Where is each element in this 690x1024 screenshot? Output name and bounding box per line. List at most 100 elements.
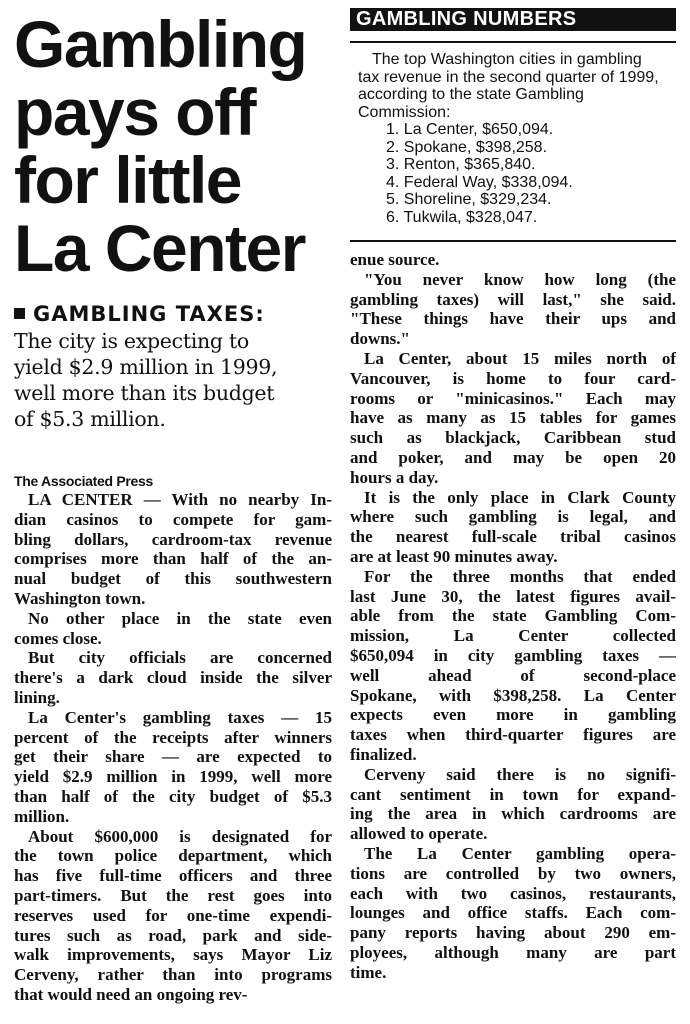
ranking-item: 5. Shoreline, $329,234. [386,191,552,208]
text-line: each with two casinos, restaurants, [350,883,676,903]
text-line: last June 30, the latest figures avail- [350,586,676,606]
paragraph: No other place in the state even comes cl… [14,609,332,649]
sidebar-title: GAMBLING NUMBERS [350,8,676,31]
text-line: bling dollars, cardroom-tax revenue [14,529,332,549]
deck-line: of $5.3 million. [14,407,166,431]
text-line: have as many as 15 tables for games [350,408,676,428]
text-line: that would need an ongoing rev- [14,984,248,1004]
paragraph: Cerveny said there is no signifi-cant se… [350,765,676,844]
kicker: GAMBLING TAXES: [14,302,332,326]
headline: Gambling pays off for little La Center [14,10,332,282]
deck: The city is expecting to yield $2.9 mill… [14,328,332,432]
text-line: dian casinos to compete for gam- [14,509,332,529]
paragraph: La Center's gambling taxes — 15 percent o… [14,708,332,827]
paragraph: LA CENTER — With no nearby In-dian casin… [14,490,332,609]
text-line: downs." [350,329,410,349]
paragraph: "You never know how long (the gambling ta… [350,270,676,349]
text-line: cant sentiment in town for expand- [350,784,676,804]
ranking-item: 4. Federal Way, $338,094. [386,173,573,191]
text-line: there's a dark cloud inside the silver [14,668,332,688]
paragraph: enue source. [350,250,676,270]
headline-line: pays off [14,75,257,149]
text-line: the town police department, which [14,846,332,866]
text-line: where such gambling is legal, and [350,507,676,527]
text-line: tures such as road, park and side- [14,925,332,945]
text-line: gambling taxes) will last," she said. [350,289,676,309]
text-line: nual budget of this southwestern [14,569,332,589]
text-line: "These things have their ups and [350,309,676,329]
text-line: The La Center gambling opera- [364,843,676,863]
ranking-list: 1. La Center, $650,094. 2. Spokane, $398… [358,121,676,226]
text-line: comes close. [14,628,102,648]
text-line: lining. [14,687,60,707]
text-line: time. [350,962,387,982]
text-line: well ahead of second-place [350,665,676,685]
right-column: GAMBLING NUMBERS The top Washington citi… [350,0,676,982]
byline: The Associated Press [14,473,153,489]
text-line: hours a day. [350,467,439,487]
sidebar-box: The top Washington cities in gambling ta… [350,51,676,226]
ranking-item: 3. Renton, $365,840. [386,156,536,173]
text-line: expects even more in gambling [350,705,676,725]
deck-line: yield $2.9 million in 1999, [14,355,278,379]
paragraph: The La Center gambling opera-tions are c… [350,844,676,983]
text-line: yield $2.9 million in 1999, well more [14,767,332,787]
text-line: ployees, although many are part [350,942,676,962]
kicker-text: GAMBLING TAXES: [33,302,265,326]
text-line: has five full-time officers and three [14,866,332,886]
text-line: La Center, about 15 miles north of [364,348,676,368]
text-line: mission, La Center collected [350,626,676,646]
text-line: reserves used for one-time expendi- [14,905,332,925]
deck-line: well more than its budget [14,381,275,405]
ranking-item: 1. La Center, $650,094. [386,121,554,138]
text-line: lounges and office staffs. Each com- [350,903,676,923]
text-line: $650,094 in city gambling taxes — [350,645,676,665]
headline-line: La Center [14,211,306,285]
paragraph: It is the only place in Clark County wher… [350,488,676,567]
text-line: La Center's gambling taxes — 15 [28,707,332,727]
text-line: percent of the receipts after winners [14,727,332,747]
headline-line: for little [14,143,243,217]
ranking-item: 6. Tukwila, $328,047. [386,208,538,226]
text-line: pany reports having about 290 em- [350,923,676,943]
text-line: than half of the city budget of $5.3 [14,786,332,806]
text-line: It is the only place in Clark County [364,487,676,507]
paragraph: But city officials are concerned there's … [14,648,332,707]
text-line: part-timers. But the rest goes into [14,885,332,905]
paragraph: About $600,000 is designated for the town… [14,827,332,1005]
text-line: are at least 90 minutes away. [350,546,558,566]
paragraph: La Center, about 15 miles north of Vancou… [350,349,676,488]
text-line: LA CENTER — With no nearby In- [28,490,332,509]
divider [350,240,676,242]
text-line: the nearest full-scale tribal casinos [350,527,676,547]
text-line: million. [14,806,70,826]
text-line: comprises more than half of the an- [14,549,332,569]
text-line: Spokane, with $398,258. La Center [350,685,676,705]
text-line: For the three months that ended [364,566,676,586]
text-line: No other place in the state even [28,608,332,628]
text-line: ing the area in which cardrooms are [350,804,676,824]
text-line: able from the state Gambling Com- [350,606,676,626]
main-article-column: Gambling pays off for little La Center G… [14,0,332,1005]
text-line: finalized. [350,744,417,764]
text-line: Washington town. [14,588,146,608]
text-line: and poker, and may be open 20 [350,447,676,467]
headline-line: Gambling [14,7,308,81]
text-line: rooms or "minicasinos." Each may [350,388,676,408]
text-line: such as blackjack, Caribbean stud [350,428,676,448]
text-line: enue source. [350,250,440,269]
text-line: About $600,000 is designated for [28,826,332,846]
text-line: Cerveny said there is no signifi- [364,764,676,784]
text-line: Vancouver, is home to four card- [350,368,676,388]
paragraph: For the three months that ended last June… [350,567,676,765]
article-body-right: enue source. "You never know how long (th… [350,250,676,982]
text-line: "You never know how long (the [364,269,676,289]
square-bullet-icon [14,308,25,319]
sidebar-intro: The top Washington cities in gambling ta… [358,51,659,121]
text-line: walk improvements, says Mayor Liz [14,945,332,965]
divider [350,41,676,43]
text-line: But city officials are concerned [28,648,332,668]
text-line: Cerveny, rather than into programs [14,965,332,985]
text-line: taxes when third-quarter figures are [350,725,676,745]
ranking-item: 2. Spokane, $398,258. [386,138,548,156]
